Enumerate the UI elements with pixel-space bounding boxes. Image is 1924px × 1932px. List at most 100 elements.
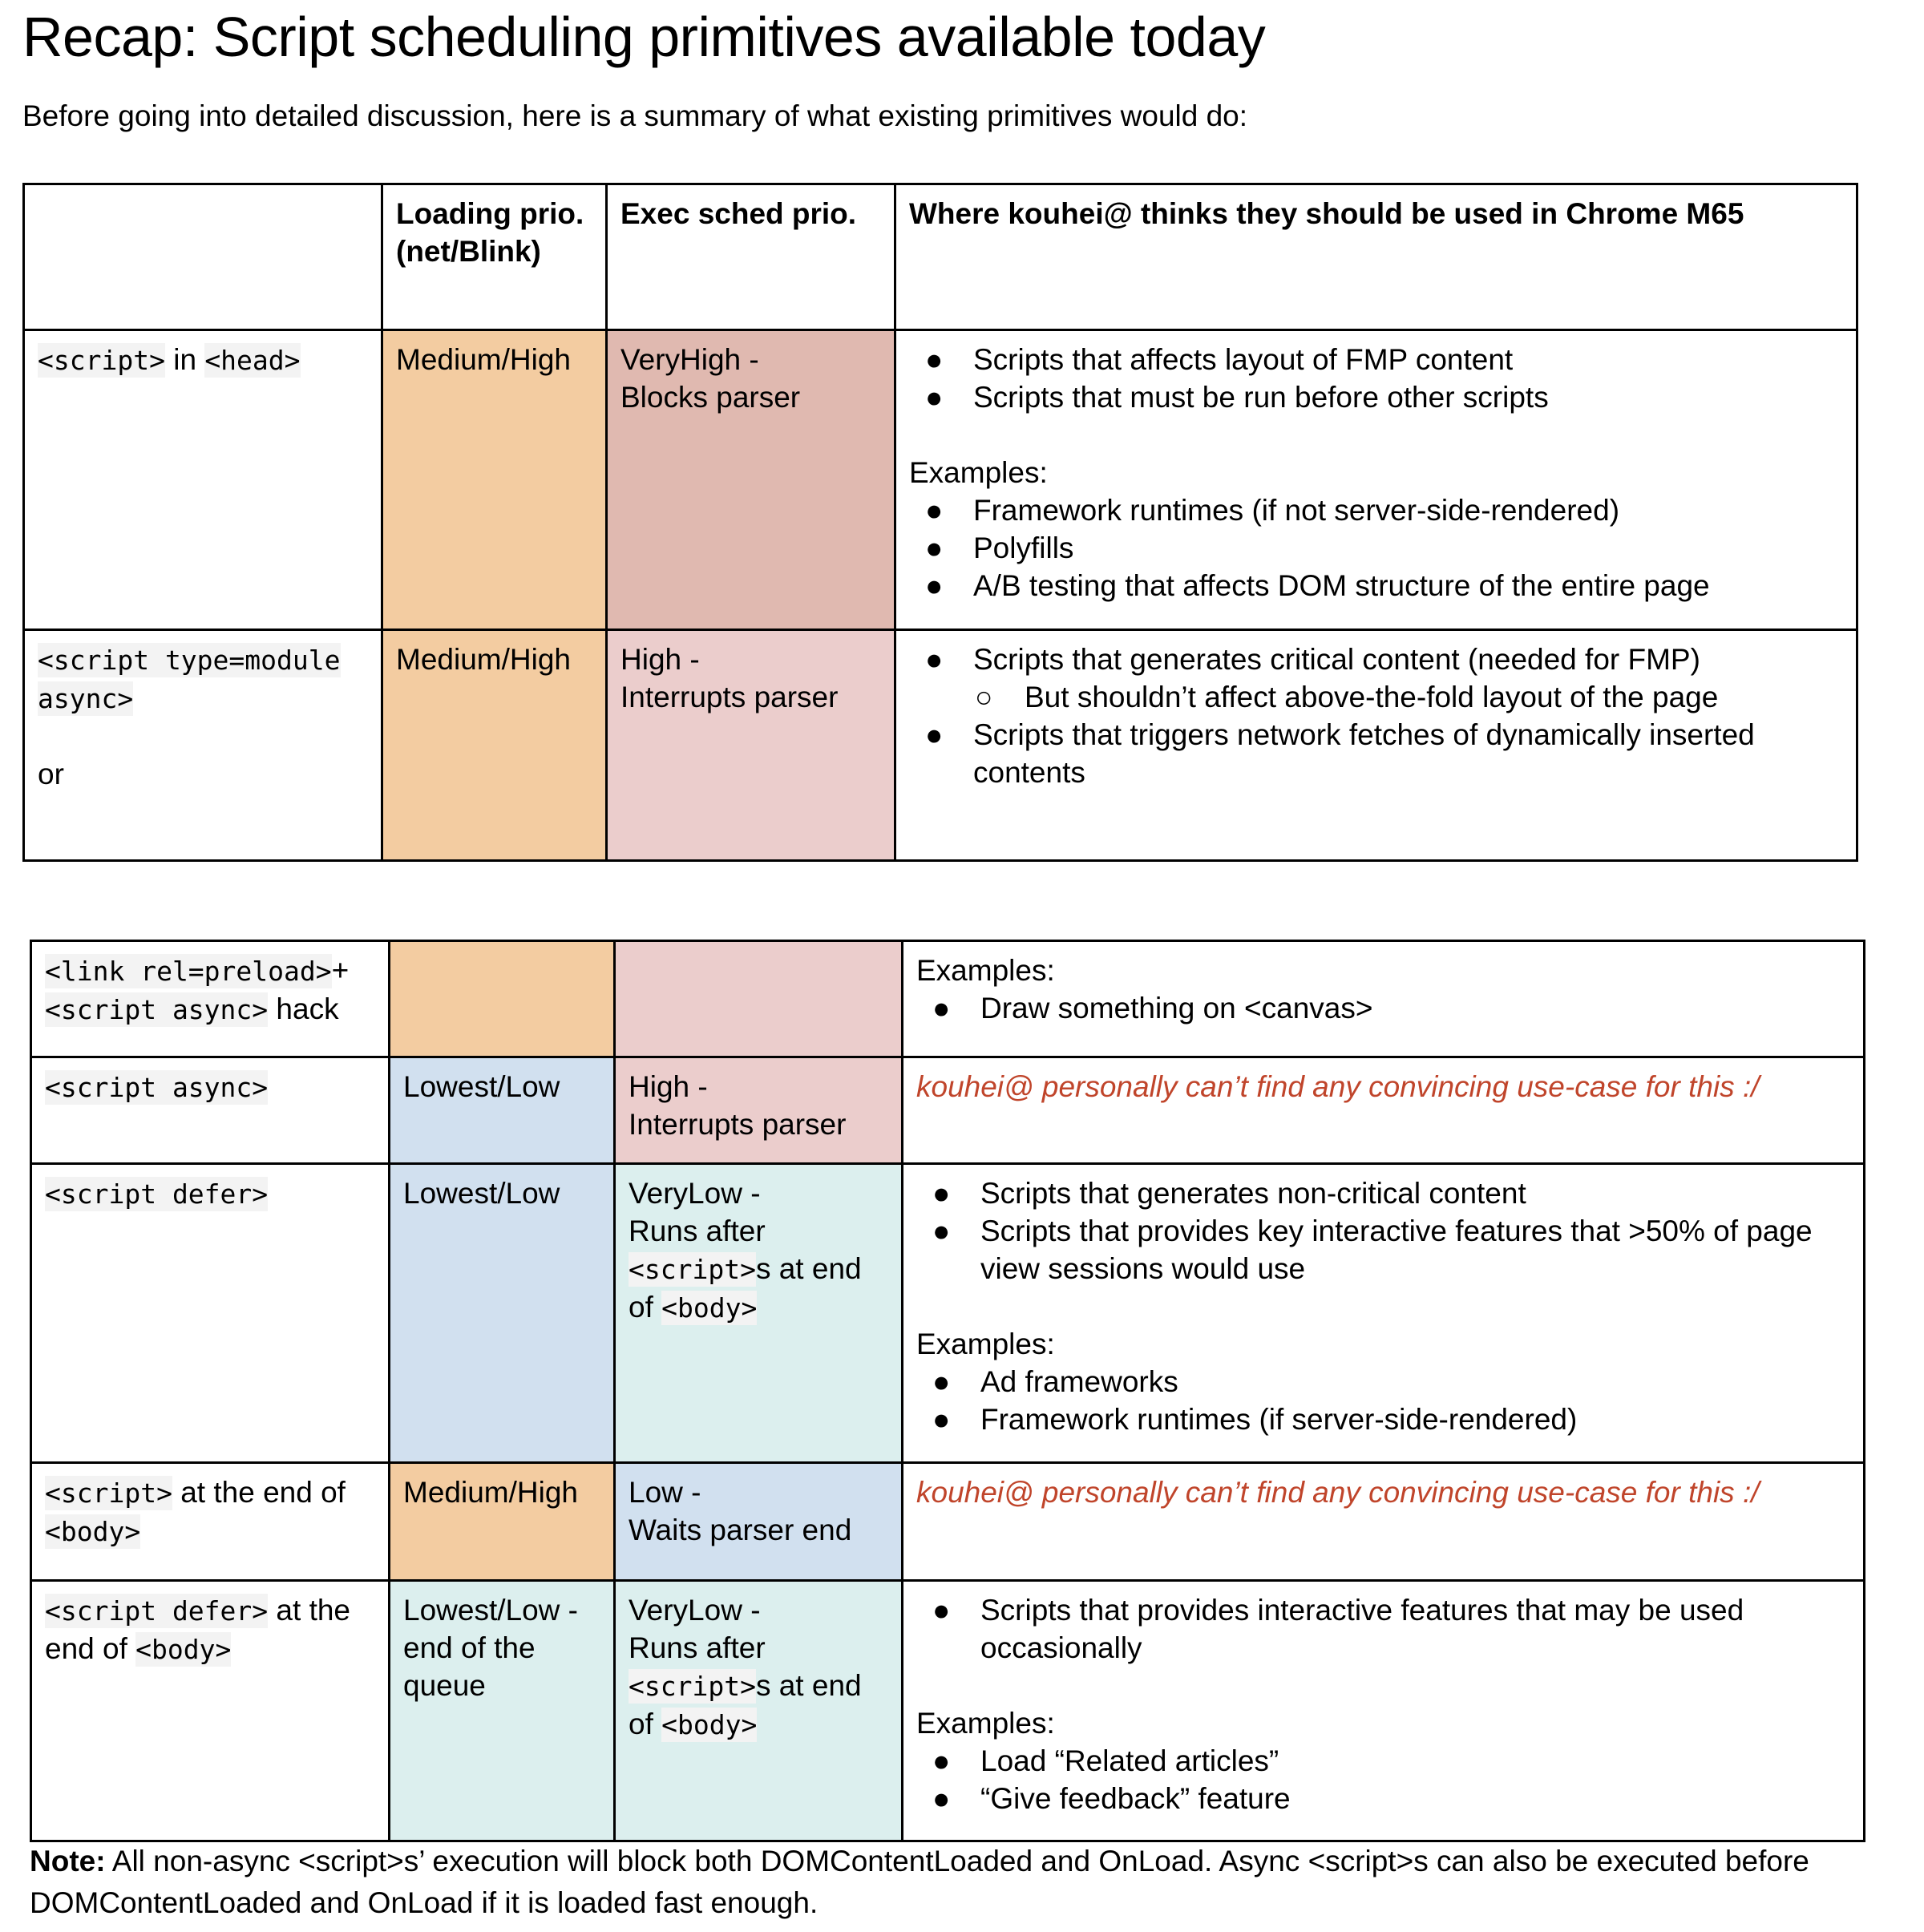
bullet-text: Framework runtimes (if server-side-rende… xyxy=(980,1403,1578,1436)
bullet-item: ● Framework runtimes (if not server-side-… xyxy=(925,491,1843,529)
text-segment: High - xyxy=(629,1070,708,1103)
exec-prio-cell xyxy=(613,940,903,1058)
bullet-text: Scripts that affects layout of FMP conte… xyxy=(973,343,1514,376)
text-segment: Waits parser end xyxy=(629,1514,852,1546)
usage-cell: ● Scripts that provides interactive featu… xyxy=(901,1579,1865,1842)
usage-comment: kouhei@ personally can’t find any convin… xyxy=(916,1476,1760,1509)
bullet-item: ● Load “Related articles” xyxy=(932,1742,1850,1780)
text-segment: High - xyxy=(620,643,700,676)
loading-prio-cell: Medium/High xyxy=(381,329,608,631)
text-segment: of xyxy=(629,1291,662,1324)
usage-paragraph: Examples: xyxy=(909,456,1048,489)
sub-bullet-item: ○ But shouldn’t affect above-the-fold lay… xyxy=(975,678,1843,716)
bullet-icon: ● xyxy=(932,1177,951,1210)
bullet-text: Polyfills xyxy=(973,532,1074,564)
exec-line: <script>s at end xyxy=(629,1250,888,1288)
exec-line: Interrupts parser xyxy=(620,678,881,716)
exec-prio-cell: VeryHigh - Blocks parser xyxy=(605,329,896,631)
primitive-cell: <script defer> xyxy=(30,1162,390,1464)
exec-line: Blocks parser xyxy=(620,378,881,416)
exec-prio-cell: VeryLow - Runs after <script>s at end of <b… xyxy=(613,1579,903,1842)
usage-comment: kouhei@ personally can’t find any convin… xyxy=(916,1070,1760,1103)
bullet-icon: ● xyxy=(932,1365,951,1398)
bullet-text: Load “Related articles” xyxy=(980,1744,1279,1777)
table-row: <script defer> Lowest/Low VeryLow - Runs af… xyxy=(30,1162,1865,1464)
primitive-cell: <link rel=preload>+ <script async> hack xyxy=(30,940,390,1058)
exec-line: High - xyxy=(620,641,881,678)
bullet-item: ● Draw something on <canvas> xyxy=(932,989,1850,1027)
code-snippet: <script type=module async> xyxy=(38,643,341,716)
page-title: Recap: Script scheduling primitives avai… xyxy=(22,6,1266,68)
exec-prio-cell: High - Interrupts parser xyxy=(613,1056,903,1165)
bullet-item: ● Scripts that provides key interactive f… xyxy=(932,1212,1850,1287)
usage-cell: ● Scripts that generates non-critical con… xyxy=(901,1162,1865,1464)
code-snippet: <link rel=preload> xyxy=(45,954,332,988)
exec-line: Low - xyxy=(629,1473,888,1511)
primitive-cell: <script defer> at the end of <body> xyxy=(30,1579,390,1842)
text-segment: VeryHigh - xyxy=(620,343,759,376)
header-exec-prio: Exec sched prio. xyxy=(605,183,896,331)
text-segment: VeryLow - xyxy=(629,1594,761,1627)
exec-line: VeryHigh - xyxy=(620,341,881,378)
bullet-item: ● Scripts that affects layout of FMP cont… xyxy=(925,341,1843,378)
bullet-icon: ● xyxy=(932,1215,951,1247)
loading-prio-cell xyxy=(388,940,616,1058)
text-segment: s at end xyxy=(755,1252,862,1285)
table-row: <script type=module async> or Medium/High H… xyxy=(22,629,1858,862)
usage-cell: Examples: ● Draw something on <canvas> xyxy=(901,940,1865,1058)
table-row: <script> at the end of <body> Medium/High… xyxy=(30,1461,1865,1582)
primitive-cell: <script async> xyxy=(30,1056,390,1165)
code-snippet: <head> xyxy=(204,343,301,378)
bullet-text: Scripts that triggers network fetches of… xyxy=(973,718,1755,789)
bullet-item: ● Polyfills xyxy=(925,529,1843,567)
exec-prio-cell: VeryLow - Runs after <script>s at end of <b… xyxy=(613,1162,903,1464)
spacer xyxy=(909,416,1843,454)
exec-line: Interrupts parser xyxy=(629,1105,888,1143)
table-row: <link rel=preload>+ <script async> hack Ex… xyxy=(30,940,1865,1058)
spacer xyxy=(916,1667,1850,1704)
bullet-text: Scripts that generates critical content … xyxy=(973,643,1700,676)
exec-line: VeryLow - xyxy=(629,1174,888,1212)
loading-prio-cell: Medium/High xyxy=(388,1461,616,1582)
exec-line: of <body> xyxy=(629,1705,888,1744)
bullet-text: Draw something on <canvas> xyxy=(980,992,1373,1025)
bullet-icon: ● xyxy=(932,1782,951,1815)
primitive-cell: <script> at the end of <body> xyxy=(30,1461,390,1582)
text-segment: Runs after xyxy=(629,1215,766,1247)
code-snippet: <body> xyxy=(135,1632,232,1667)
text-segment: Runs after xyxy=(629,1631,766,1664)
bullet-item: ● Framework runtimes (if server-side-rend… xyxy=(932,1400,1850,1438)
usage-cell: ● Scripts that affects layout of FMP cont… xyxy=(894,329,1858,631)
code-snippet: <script async> xyxy=(45,1070,269,1105)
text-segment: Interrupts parser xyxy=(629,1108,847,1141)
table-row: <script defer> at the end of <body> Lowes… xyxy=(30,1579,1865,1842)
bullet-text: Ad frameworks xyxy=(980,1365,1178,1398)
bullet-icon: ● xyxy=(925,643,944,676)
header-primitive xyxy=(22,183,383,331)
bullet-text: Scripts that generates non-critical cont… xyxy=(980,1177,1526,1210)
spacer xyxy=(916,1287,1850,1325)
code-snippet: <script defer> xyxy=(45,1594,269,1628)
primitives-table-2: <link rel=preload>+ <script async> hack Ex… xyxy=(30,940,1865,1842)
bullet-icon: ● xyxy=(925,381,944,414)
bullet-text: Scripts that provides interactive featur… xyxy=(980,1594,1744,1664)
usage-paragraph: Examples: xyxy=(916,954,1055,987)
text-segment: or xyxy=(38,758,64,790)
bullet-text: A/B testing that affects DOM structure o… xyxy=(973,569,1710,602)
bullet-text: “Give feedback” feature xyxy=(980,1782,1291,1815)
text-segment: Interrupts parser xyxy=(620,681,839,713)
text-segment: Blocks parser xyxy=(620,381,801,414)
header-row: Loading prio. (net/Blink) Exec sched pri… xyxy=(22,183,1858,331)
header-usage: Where kouhei@ thinks they should be used… xyxy=(894,183,1858,331)
text-segment: VeryLow - xyxy=(629,1177,761,1210)
exec-line: Waits parser end xyxy=(629,1511,888,1549)
loading-prio-cell: Lowest/Low - end of the queue xyxy=(388,1579,616,1842)
primitive-cell: <script type=module async> or xyxy=(22,629,383,862)
bullet-icon: ● xyxy=(932,1744,951,1777)
loading-prio-cell: Lowest/Low xyxy=(388,1056,616,1165)
usage-paragraph: Examples: xyxy=(916,1328,1055,1360)
code-snippet: <body> xyxy=(661,1708,758,1742)
code-snippet: <body> xyxy=(45,1514,141,1549)
note-text: All non-async <script>s’ execution will … xyxy=(30,1845,1809,1919)
bullet-icon: ● xyxy=(932,992,951,1025)
